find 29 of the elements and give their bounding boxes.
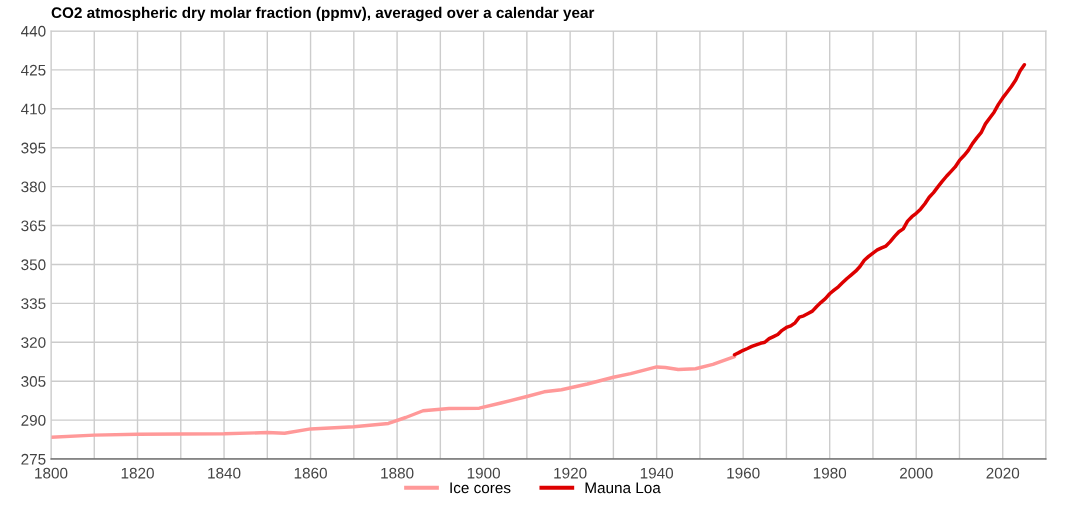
y-tick-label: 395 xyxy=(21,142,46,154)
y-tick-label: 305 xyxy=(21,376,46,387)
legend-label: Ice cores xyxy=(450,482,511,494)
x-tick-label: 2000 xyxy=(899,467,933,479)
x-tick-label: 1980 xyxy=(813,467,847,479)
y-tick-label: 425 xyxy=(21,64,46,76)
y-tick-label: 380 xyxy=(21,181,46,193)
legend-label: Mauna Loa xyxy=(585,482,661,494)
x-tick-label: 1940 xyxy=(640,467,674,479)
x-tick-label: 1880 xyxy=(381,467,414,479)
y-tick-label: 335 xyxy=(21,298,46,310)
x-tick-label: 1820 xyxy=(121,467,154,479)
y-tick-label: 275 xyxy=(21,453,46,465)
x-tick-label: 1900 xyxy=(467,467,501,479)
y-tick-label: 410 xyxy=(21,103,46,115)
y-tick-label: 440 xyxy=(21,25,46,37)
y-tick-label: 365 xyxy=(21,220,46,232)
y-tick-label: 320 xyxy=(21,337,46,348)
chart-title: CO2 atmospheric dry molar fraction (ppmv), averaged over a calendar year xyxy=(51,6,595,22)
x-tick-label: 1920 xyxy=(554,467,587,479)
x-tick-label: 1860 xyxy=(294,467,327,479)
x-tick-label: 2020 xyxy=(986,467,1020,479)
x-tick-label: 1840 xyxy=(208,467,241,479)
line-series xyxy=(732,62,1027,357)
x-tick-label: 1800 xyxy=(35,467,68,479)
y-tick-label: 350 xyxy=(21,259,46,271)
x-tick-label: 1960 xyxy=(727,467,760,479)
y-tick-label: 290 xyxy=(21,414,46,426)
line-series xyxy=(51,354,737,439)
